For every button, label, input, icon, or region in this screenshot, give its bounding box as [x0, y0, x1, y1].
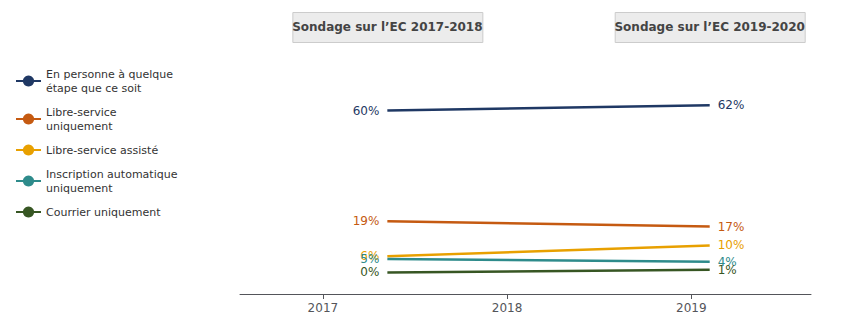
- svg-text:2017: 2017: [308, 301, 339, 315]
- svg-text:5%: 5%: [360, 252, 379, 266]
- svg-text:Sondage sur l’EC 2017-2018: Sondage sur l’EC 2017-2018: [292, 20, 482, 34]
- svg-text:10%: 10%: [718, 238, 745, 252]
- svg-text:uniquement: uniquement: [46, 182, 113, 195]
- svg-text:4%: 4%: [717, 254, 737, 269]
- svg-text:Libre-service: Libre-service: [46, 106, 117, 119]
- svg-text:Sondage sur l’EC 2019-2020: Sondage sur l’EC 2019-2020: [614, 20, 804, 34]
- svg-text:60%: 60%: [353, 104, 380, 118]
- svg-text:2018: 2018: [492, 301, 523, 315]
- svg-text:Courrier uniquement: Courrier uniquement: [46, 206, 161, 219]
- svg-text:uniquement: uniquement: [46, 120, 113, 133]
- svg-text:étape que ce soit: étape que ce soit: [46, 82, 142, 95]
- svg-text:1%: 1%: [718, 263, 737, 277]
- svg-text:0%: 0%: [360, 265, 379, 279]
- svg-text:2019: 2019: [676, 301, 707, 315]
- svg-text:17%: 17%: [718, 220, 745, 234]
- svg-text:62%: 62%: [718, 98, 745, 112]
- svg-text:En personne à quelque: En personne à quelque: [46, 68, 173, 81]
- svg-text:Inscription automatique: Inscription automatique: [46, 168, 178, 181]
- svg-text:19%: 19%: [353, 214, 380, 228]
- svg-text:Libre-service assisté: Libre-service assisté: [46, 144, 158, 157]
